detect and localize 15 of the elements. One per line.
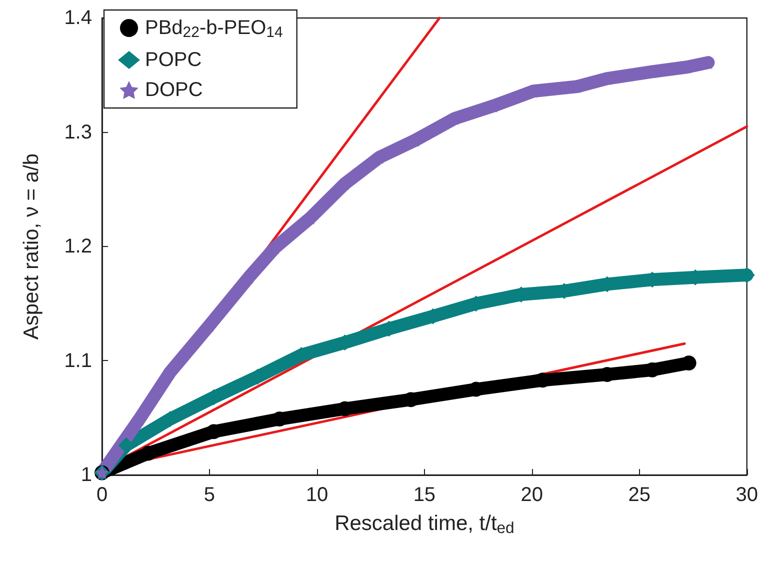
y-tick-label: 1.4	[64, 7, 92, 29]
y-tick-label: 1.3	[64, 121, 92, 144]
legend-label: DOPC	[145, 79, 203, 101]
x-tick-label: 10	[306, 484, 328, 506]
y-tick-label: 1.2	[64, 236, 92, 258]
y-axis-title: Aspect ratio, ν = a/b	[20, 153, 43, 340]
x-tick-label: 15	[413, 484, 436, 506]
x-tick-label: 5	[204, 484, 216, 506]
x-tick-label: 30	[736, 484, 758, 506]
y-tick-label: 1.1	[64, 350, 92, 372]
x-tick-label: 25	[628, 484, 651, 506]
y-tick-label: 1	[80, 464, 92, 486]
x-tick-label: 20	[520, 484, 544, 506]
x-tick-label: 0	[96, 484, 108, 506]
legend-label: POPC	[145, 49, 202, 71]
